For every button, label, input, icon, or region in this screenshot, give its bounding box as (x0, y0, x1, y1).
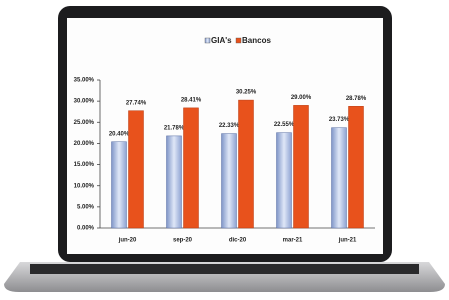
bar (222, 134, 237, 228)
value-label: 21.78% (164, 125, 185, 131)
y-tick-label: 5.00% (77, 204, 95, 210)
value-label: 30.25% (236, 90, 257, 96)
bar (184, 108, 199, 228)
value-label: 23.73% (329, 117, 350, 123)
bar (239, 100, 254, 228)
value-label: 29.00% (291, 95, 312, 101)
bar (294, 105, 309, 228)
keyboard-edge (30, 264, 419, 274)
bar (277, 133, 292, 228)
y-tick-label: 30.00% (74, 99, 95, 105)
bar (332, 128, 347, 228)
bar (112, 142, 127, 228)
legend-label: Bancos (242, 36, 271, 45)
x-tick-label: dic-20 (229, 238, 247, 244)
x-tick-label: mar-21 (283, 238, 303, 244)
bar (349, 106, 364, 228)
y-tick-label: 15.00% (74, 162, 95, 168)
y-tick-label: 0.00% (77, 226, 95, 232)
x-tick-label: sep-20 (173, 238, 193, 244)
laptop-chart: 0.00% 5.00% 10.00% 15.00% 20.00% 25.00% 30.00%… (0, 0, 449, 300)
x-tick-label: jun-20 (118, 238, 137, 244)
value-label: 28.41% (181, 97, 202, 103)
legend-swatch (205, 38, 210, 43)
legend-label: GIA's (211, 36, 232, 45)
y-tick-label: 25.00% (74, 120, 95, 126)
value-label: 28.78% (346, 96, 367, 102)
value-label: 22.55% (274, 122, 295, 128)
bar (167, 136, 182, 228)
value-label: 27.74% (126, 100, 147, 106)
y-tick-label: 10.00% (74, 183, 95, 189)
y-tick-label: 20.00% (74, 141, 95, 147)
x-tick-label: jun-21 (338, 238, 357, 244)
y-tick-label: 35.00% (74, 78, 95, 84)
value-label: 20.40% (109, 131, 130, 137)
bar (129, 111, 144, 228)
value-label: 22.33% (219, 123, 240, 129)
legend-swatch (236, 38, 241, 43)
